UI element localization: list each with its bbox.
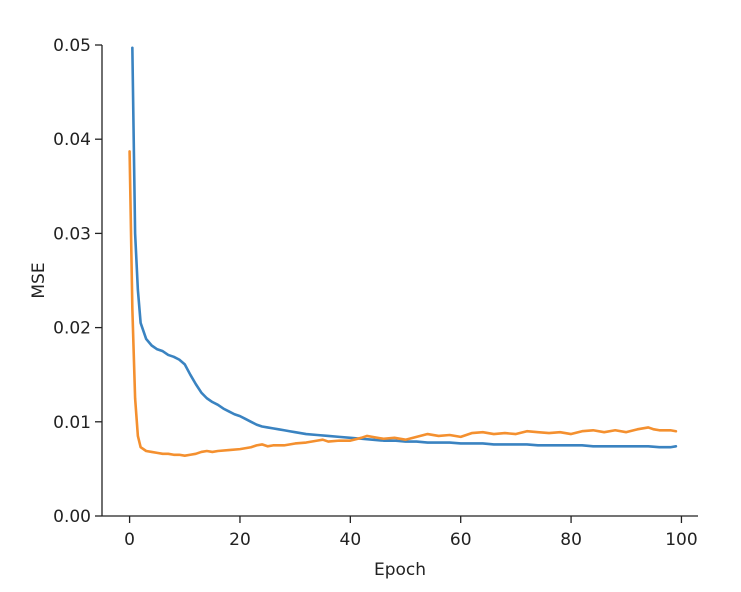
y-tick-label: 0.04 [53, 130, 91, 150]
x-tick-label: 20 [229, 530, 251, 550]
x-tick-label: 60 [450, 530, 472, 550]
y-tick-label: 0.03 [53, 224, 91, 244]
y-axis-label: MSE [29, 262, 49, 298]
y-ticks: 0.00 0.01 0.02 0.03 0.04 0.05 [53, 36, 102, 527]
series-line-2 [128, 150, 678, 458]
x-tick-label: 40 [340, 530, 362, 550]
x-tick-label: 0 [124, 530, 135, 550]
x-tick-label: 100 [665, 530, 697, 550]
x-ticks: 0 20 40 60 80 100 [124, 516, 698, 550]
y-tick-label: 0.02 [53, 319, 91, 339]
x-axis-label: Epoch [374, 560, 426, 580]
y-tick-label: 0.01 [53, 413, 91, 433]
plot-series [128, 46, 678, 458]
y-tick-label: 0.00 [53, 507, 91, 527]
x-tick-label: 80 [560, 530, 582, 550]
axes: 0.00 0.01 0.02 0.03 0.04 0.05 0 20 40 60 80 100 [53, 36, 698, 550]
series-line-1 [131, 46, 678, 449]
y-tick-label: 0.05 [53, 36, 91, 56]
